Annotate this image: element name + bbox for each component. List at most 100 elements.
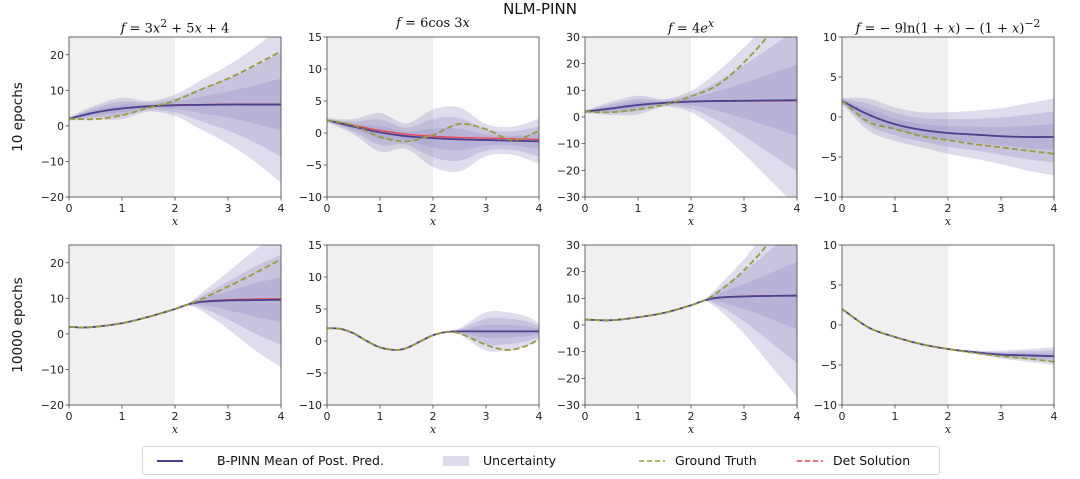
- subplot-0-0: 0 1 2 3 4 x −20 −10 0 10 20 f = 3x2 + 5x + 4: [41, 17, 285, 228]
- y-tick-label: −10: [41, 155, 64, 168]
- x-tick-label: 3: [741, 410, 748, 423]
- subplot-1-3: 0 1 2 3 4 x −10 −5 0 5 10: [814, 239, 1058, 436]
- plot-area: [585, 37, 797, 197]
- y-tick-label: 0: [315, 127, 322, 140]
- subplot-title-text: f = 6cos 3x: [396, 16, 470, 31]
- uncertainty-band-3sd: [327, 106, 539, 172]
- subplot-0-3: 0 1 2 3 4 x −10 −5 0 5 10 f = − 9ln(1 + x) − (1 + x…: [814, 17, 1058, 228]
- x-axis-label: x: [688, 423, 695, 436]
- plot-area: [69, 37, 281, 183]
- y-tick-label: 30: [566, 31, 580, 44]
- legend-dashed-line-icon: [639, 459, 665, 462]
- x-axis-label: x: [172, 215, 179, 228]
- y-tick-label: 20: [50, 257, 64, 270]
- x-tick-label: 1: [635, 410, 642, 423]
- y-tick-label: −20: [557, 164, 580, 177]
- x-tick-label: 1: [377, 202, 384, 215]
- x-tick-label: 0: [324, 410, 331, 423]
- plot-area: [842, 97, 1054, 176]
- uncertainty-band-3sd: [842, 308, 1054, 365]
- x-tick-label: 2: [172, 202, 179, 215]
- x-tick-label: 0: [324, 202, 331, 215]
- plot-area: [327, 106, 539, 172]
- uncertainty-band-3sd: [327, 310, 539, 352]
- uncertainty-band-1sd: [585, 64, 797, 136]
- x-tick-label: 1: [119, 202, 126, 215]
- y-tick-label: 0: [573, 319, 580, 332]
- y-tick-label: 5: [830, 71, 837, 84]
- uncertainty-band-1sd: [69, 277, 281, 328]
- x-tick-label: 2: [688, 410, 695, 423]
- x-tick-label: 1: [635, 202, 642, 215]
- y-tick-label: 20: [566, 58, 580, 71]
- mean-prediction-line: [585, 294, 797, 322]
- subplot-1-0: 0 1 2 3 4 x −20 −10 0 10 20: [41, 244, 285, 436]
- x-tick-label: 0: [66, 410, 73, 423]
- training-region: [327, 245, 433, 405]
- x-tick-label: 0: [66, 202, 73, 215]
- y-tick-label: −30: [557, 399, 580, 412]
- x-tick-label: 0: [839, 202, 846, 215]
- uncertainty-band-3sd: [585, 37, 797, 197]
- training-region: [69, 37, 175, 197]
- uncertainty-band-2sd: [842, 308, 1054, 363]
- y-tick-label: −20: [41, 399, 64, 412]
- x-axis-label: x: [945, 215, 952, 228]
- x-tick-label: 3: [225, 202, 232, 215]
- y-tick-label: −10: [299, 191, 322, 204]
- y-tick-label: −10: [557, 346, 580, 359]
- x-tick-label: 4: [278, 202, 285, 215]
- y-tick-label: 5: [830, 279, 837, 292]
- x-tick-label: 0: [582, 202, 589, 215]
- x-tick-label: 0: [582, 410, 589, 423]
- legend-label: Uncertainty: [483, 453, 557, 468]
- x-tick-label: 3: [225, 410, 232, 423]
- x-tick-label: 2: [945, 410, 952, 423]
- training-region: [69, 245, 175, 405]
- y-tick-label: −10: [299, 399, 322, 412]
- y-tick-label: 10: [566, 84, 580, 97]
- legend-line-icon: [157, 459, 183, 462]
- y-tick-label: 30: [566, 239, 580, 252]
- x-tick-label: 1: [892, 202, 899, 215]
- mean-prediction-line: [69, 103, 281, 120]
- legend-dashed-line-icon: [797, 459, 823, 462]
- y-tick-label: −5: [306, 367, 322, 380]
- y-tick-label: −10: [814, 191, 837, 204]
- x-tick-label: 4: [536, 410, 543, 423]
- y-tick-label: 0: [57, 120, 64, 133]
- y-tick-label: −20: [557, 372, 580, 385]
- plot-area: [69, 245, 281, 368]
- x-tick-label: 3: [483, 202, 490, 215]
- legend-item-det-solution: Det Solution: [797, 447, 910, 474]
- y-tick-label: 10: [566, 292, 580, 305]
- subplot-title-text: f = 4ex: [667, 17, 715, 35]
- subplot-1-1: 0 1 2 3 4 x −10 −5 0 5 10 15: [299, 239, 543, 436]
- y-tick-label: 10: [823, 31, 837, 44]
- x-axis-label: x: [688, 215, 695, 228]
- uncertainty-band-1sd: [842, 99, 1054, 150]
- x-tick-label: 4: [536, 202, 543, 215]
- subplot-0-2: 0 1 2 3 4 x −30 −20 −10 0 10 20 30 f = 4ex: [557, 17, 801, 228]
- y-tick-label: 10: [50, 84, 64, 97]
- x-tick-label: 1: [119, 410, 126, 423]
- uncertainty-band-2sd: [585, 37, 797, 172]
- y-tick-label: −5: [821, 151, 837, 164]
- y-tick-label: 0: [830, 111, 837, 124]
- legend-patch-icon: [443, 455, 469, 466]
- legend-label: B-PINN Mean of Post. Pred.: [217, 453, 384, 468]
- y-tick-label: 20: [566, 266, 580, 279]
- x-tick-label: 4: [794, 410, 801, 423]
- uncertainty-band-2sd: [585, 245, 797, 364]
- y-tick-label: 10: [308, 63, 322, 76]
- subplot-title: f = − 9ln(1 + x) − (1 + x)−2: [856, 17, 1041, 35]
- uncertainty-band-3sd: [69, 37, 281, 183]
- y-tick-label: −10: [814, 399, 837, 412]
- plot-area: [842, 308, 1054, 365]
- ground-truth-line: [327, 327, 539, 351]
- y-tick-label: 0: [57, 328, 64, 341]
- y-tick-label: 15: [308, 31, 322, 44]
- x-axis-label: x: [172, 423, 179, 436]
- x-tick-label: 2: [430, 410, 437, 423]
